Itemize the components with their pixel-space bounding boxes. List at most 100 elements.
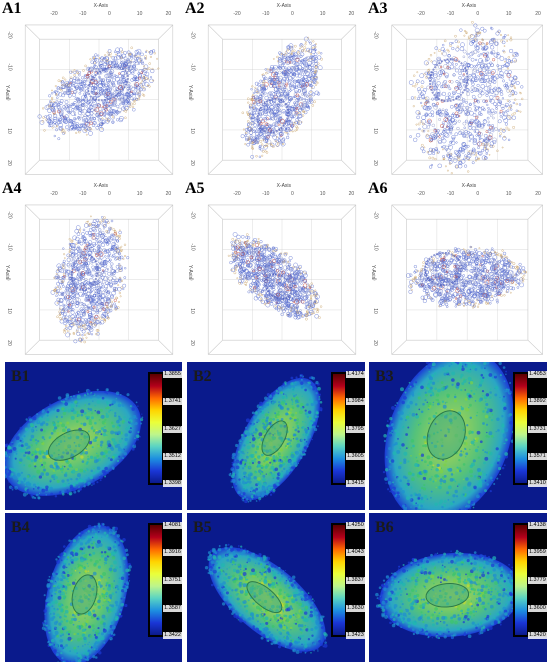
x-tick-label: -20 [417,191,425,197]
panel-label: B6 [375,519,394,536]
panel-label: A4 [2,180,22,197]
y-tick-label: 20 [5,160,12,166]
grid-line [158,339,174,355]
refractive-index-map [228,373,323,504]
x-tick-label: 10 [319,11,326,17]
point-cloud-3d [24,24,174,175]
x-axis-title: X-Axis [276,3,292,9]
y-tick-label: -20 [372,31,379,39]
colorbar [514,373,527,484]
colorbar-tick-label: 1.3627 [163,425,182,433]
y-tick-label: -20 [189,211,196,219]
colorbar [332,373,345,484]
y-tick-label: 20 [371,340,378,346]
colorbar-tick-label: 1.3892 [527,398,547,406]
panel-b5: B5 1.4250 1.4043 1.3837 1.3630 1.3423 [187,513,365,662]
colorbar-tick-label: 1.3779 [527,577,547,585]
y-tick-label: 0 [4,277,11,281]
colorbar-tick-label: 1.3420 [527,632,547,640]
x-tick-label: 20 [535,11,541,17]
panel-a4: A4 X-Axis Y-Axis -20 -10 0 10 20 -20 -10 0 10 20 [0,180,180,358]
grid-line [527,204,543,220]
panel-label: B1 [11,368,30,385]
grid-line [527,339,543,355]
x-tick-label: 10 [505,11,512,17]
x-tick-label: -10 [262,191,270,197]
x-axis-title: X-Axis [93,183,109,189]
y-tick-label: 0 [370,277,377,281]
nucleus-outline [70,253,99,292]
refractive-index-map [204,543,328,654]
colorbar-tick-label: 1.4250 [345,521,365,529]
panel-label: A3 [368,0,388,17]
grid-line [341,204,357,220]
panel-label: B2 [193,368,212,385]
x-tick-label: 10 [136,191,143,197]
refractive-index-map [41,522,132,662]
panel-label: B4 [11,519,30,536]
grid-line [391,159,407,175]
x-tick-label: 20 [348,191,355,197]
colorbar-tick-label: 1.3605 [345,452,365,460]
colorbar [150,524,163,636]
colorbar-tick-label: 1.3587 [163,604,182,612]
point-cloud-3d [391,204,543,355]
grid-line [207,204,223,220]
x-tick-label: 0 [476,191,480,197]
colorbar [514,524,527,636]
y-tick-label: 10 [5,128,12,134]
x-tick-label: 20 [165,11,172,17]
x-tick-label: 10 [505,191,512,197]
x-axis-title: X-Axis [461,183,477,189]
panel-b3: B3 1.4053 1.3892 1.3731 1.3571 1.3410 [369,362,547,510]
point-cloud-3d [24,204,174,355]
x-tick-label: -10 [446,11,455,17]
texture-speckle [375,549,525,640]
colorbar-tick-label: 1.4081 [163,521,182,529]
cell-points [240,36,323,159]
x-tick-label: -20 [417,11,425,17]
x-tick-label: -10 [79,11,87,17]
colorbar-tick-label: 1.3512 [163,452,182,460]
nucleus-outline [87,66,129,102]
cell-points [50,215,130,344]
colorbar-tick-label: 1.3571 [527,452,547,460]
grid-line [158,204,174,220]
grid-line [527,24,543,40]
panel-b6: B6 1.4138 1.3959 1.3779 1.3600 1.3420 [369,513,547,662]
x-tick-label: -20 [233,11,241,17]
x-tick-label: -10 [262,11,270,17]
x-tick-label: 10 [319,191,326,197]
x-tick-label: 0 [108,11,111,17]
panel-a2: A2 X-Axis Y-Axis -20 -10 0 10 20 -20 -10 0 10 20 [183,0,363,178]
panel-a5: A5 X-Axis Y-Axis -20 -10 0 10 20 -20 -10 0 10 20 [183,180,363,358]
y-tick-label: -10 [372,63,379,71]
refractive-index-map [5,388,144,500]
nucleus-outline [264,273,293,301]
x-tick-label: -10 [446,191,455,197]
nucleus [47,429,91,461]
colorbar-tick-label: 1.3398 [163,480,182,488]
y-tick-label: 0 [370,97,377,101]
x-tick-label: 20 [348,11,355,17]
refractive-index-map [382,362,516,510]
colorbar [150,373,163,484]
panel-a1: A1 X-Axis Y-Axis -20 -10 0 10 20 -20 -10 0 10 20 [0,0,180,178]
grid-line [24,339,40,355]
y-tick-label: -10 [189,63,196,71]
y-tick-label: 20 [188,340,195,346]
y-tick-label: 10 [188,128,195,134]
nucleus-outline [423,251,463,287]
nucleus [261,420,288,456]
texture-speckle [41,522,132,662]
y-tick-label: 10 [5,308,12,314]
grid-line [341,159,357,175]
grid-line [527,159,543,175]
x-tick-label: 20 [535,191,541,197]
grid-line [341,339,357,355]
panel-a6: A6 X-Axis Y-Axis -20 -10 0 10 20 -20 -10 0 10 20 [366,180,550,358]
colorbar-tick-label: 1.3410 [527,480,547,488]
nucleus-outline [256,97,290,134]
colorbar-tick-label: 1.3630 [345,604,365,612]
y-tick-label: 0 [187,277,194,281]
